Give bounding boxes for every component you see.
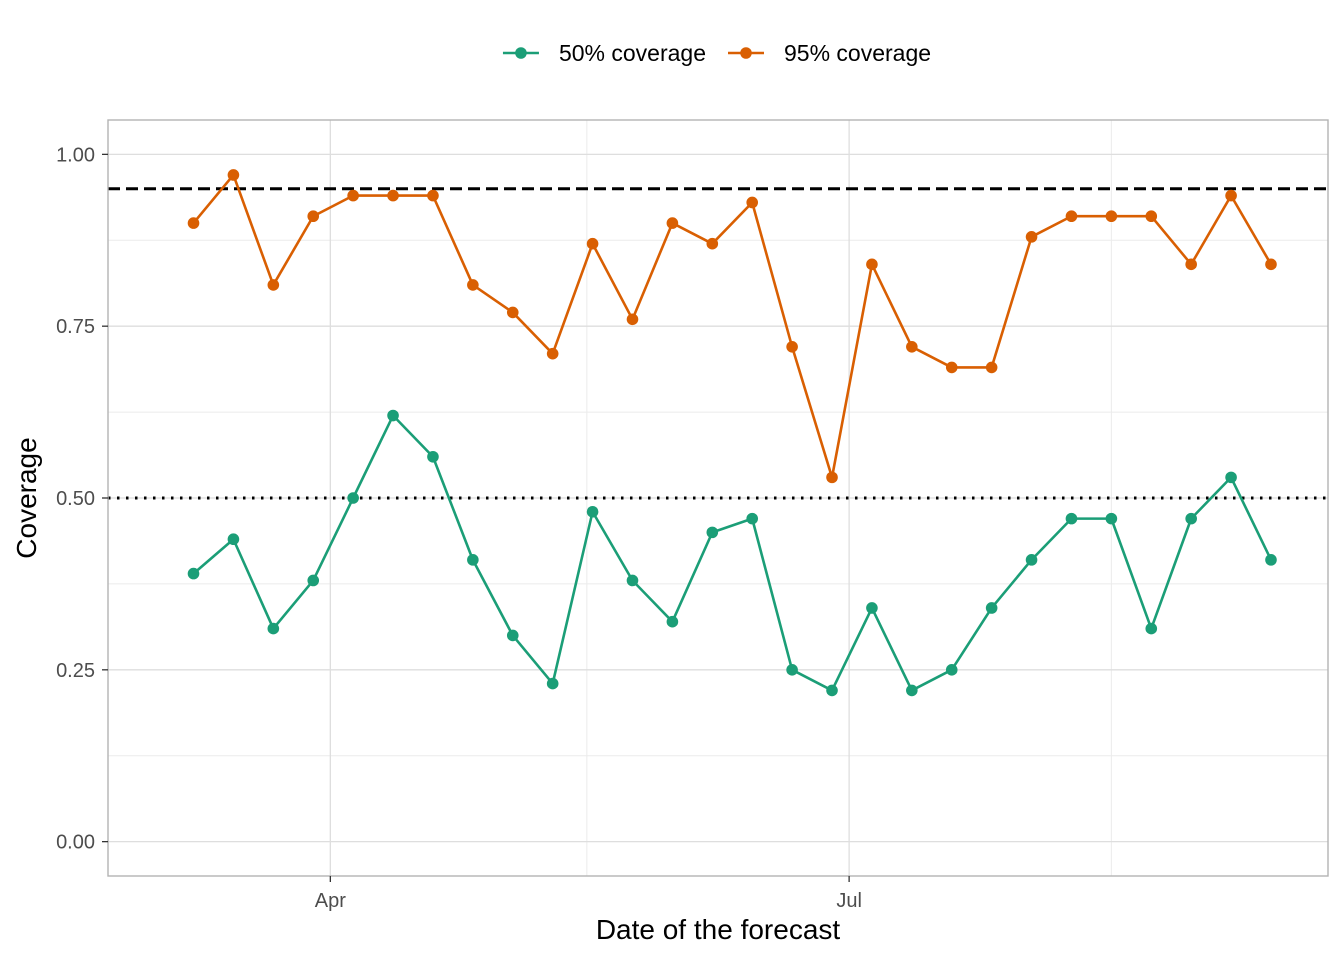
y-tick-label: 0.25 [56,660,95,682]
data-point-95-coverage [1225,189,1237,202]
data-point-95-coverage [626,313,639,326]
data-point-50-coverage [347,492,359,504]
data-point-50-coverage [307,574,320,587]
data-point-50-coverage [586,505,599,518]
data-point-50-coverage [546,677,559,690]
y-tick-label: 0.50 [56,488,95,510]
data-point-95-coverage [506,306,519,319]
data-point-95-coverage [1265,258,1277,271]
data-point-50-coverage [1065,512,1078,525]
data-point-95-coverage [906,341,918,353]
data-point-95-coverage [1145,210,1158,223]
legend-key-point [515,47,527,59]
data-point-50-coverage [267,622,280,635]
data-point-95-coverage [666,217,679,229]
major-gridlines [108,120,1328,876]
data-point-95-coverage [467,279,479,291]
x-tick-label: Apr [315,890,346,912]
data-point-95-coverage [267,279,280,291]
x-axis-ticks: Apr Jul [315,876,862,912]
y-tick-label: 0.75 [56,316,95,338]
data-point-95-coverage [746,196,759,209]
data-point-95-coverage [1105,210,1118,223]
y-axis-title: Coverage [11,437,42,558]
data-point-95-coverage [427,189,439,202]
data-point-95-coverage [227,169,240,181]
series-lines [192,173,1273,692]
x-tick-label: Jul [836,890,862,912]
data-point-95-coverage [1025,231,1038,243]
data-point-95-coverage [546,347,559,360]
data-point-50-coverage [467,554,479,566]
data-point-50-coverage [427,450,439,463]
data-point-95-coverage [1065,210,1078,223]
data-point-50-coverage [227,533,240,546]
y-axis-ticks: 0.00 0.25 0.50 0.75 1.00 [56,144,108,854]
data-point-95-coverage [786,341,798,353]
reference-lines [108,187,1328,500]
legend-label: 95% coverage [784,40,931,66]
data-point-50-coverage [506,629,519,642]
legend-key-point [740,47,752,59]
data-point-95-coverage [307,210,320,223]
data-point-95-coverage [945,361,958,374]
data-point-95-coverage [1185,258,1197,271]
data-point-95-coverage [985,361,998,374]
data-point-50-coverage [866,602,878,614]
data-point-95-coverage [706,237,719,250]
data-point-50-coverage [945,664,958,676]
legend-label: 50% coverage [559,40,706,66]
data-point-50-coverage [1265,554,1277,566]
data-point-50-coverage [906,684,918,697]
data-point-95-coverage [387,189,399,202]
series-line-50-coverage [192,414,1273,692]
data-point-50-coverage [387,409,399,422]
y-tick-label: 0.00 [56,832,95,854]
data-point-50-coverage [786,664,798,676]
y-tick-label: 1.00 [56,144,95,166]
data-point-95-coverage [187,217,200,229]
data-point-50-coverage [1025,554,1038,566]
legend: 50% coverage 95% coverage [502,40,931,66]
data-point-50-coverage [985,602,998,614]
data-point-50-coverage [1145,622,1158,635]
series-points [187,169,1277,697]
data-point-50-coverage [1185,512,1197,525]
data-point-95-coverage [866,258,878,271]
data-point-50-coverage [1225,471,1237,484]
data-point-50-coverage [626,574,639,587]
data-point-50-coverage [1105,512,1118,525]
data-point-50-coverage [187,567,200,580]
data-point-95-coverage [347,189,359,202]
data-point-50-coverage [826,684,838,697]
data-point-50-coverage [746,512,759,525]
data-point-95-coverage [826,471,838,484]
series-line-95-coverage [192,173,1273,479]
x-axis-title: Date of the forecast [596,914,841,945]
data-point-50-coverage [666,615,679,628]
data-point-50-coverage [706,526,719,539]
data-point-95-coverage [586,237,599,250]
